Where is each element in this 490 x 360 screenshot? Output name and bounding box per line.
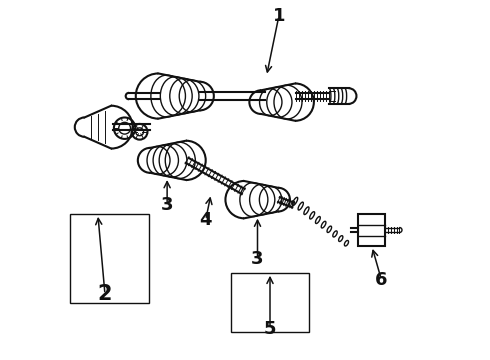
Bar	[358, 214, 385, 246]
Text: 2: 2	[98, 284, 112, 304]
Text: 3: 3	[161, 196, 173, 214]
Text: 1: 1	[273, 7, 285, 25]
Text: 5: 5	[264, 320, 276, 338]
Text: 4: 4	[199, 211, 212, 229]
Text: 3: 3	[251, 249, 264, 267]
Bar	[231, 273, 309, 332]
Bar	[70, 214, 148, 303]
Text: 6: 6	[375, 271, 388, 289]
